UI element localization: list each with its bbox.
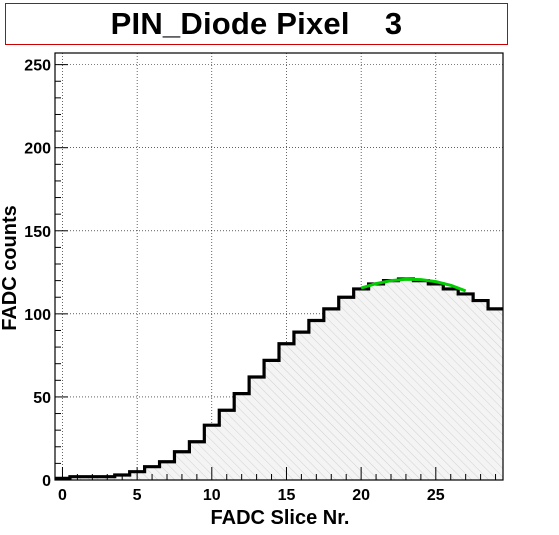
ticks-layer [55, 64, 497, 481]
x-tick-label: 5 [133, 487, 142, 504]
plot-frame [54, 52, 504, 481]
title-box: PIN_Diode Pixel 3 [5, 3, 508, 45]
y-tick-label: 50 [33, 390, 51, 407]
x-tick-label: 20 [352, 487, 370, 504]
y-tick-label: 200 [24, 141, 51, 158]
y-tick-label: 150 [24, 224, 51, 241]
frame-layer [54, 52, 504, 481]
histogram-fill-layer [55, 278, 503, 480]
x-axis-title: FADC Slice Nr. [211, 507, 350, 529]
y-axis-title: FADC counts [0, 205, 21, 331]
chart-title: PIN_Diode Pixel 3 [110, 6, 403, 41]
x-tick-label: 10 [203, 487, 221, 504]
grid-layer [55, 53, 503, 481]
x-tick-label: 0 [58, 487, 67, 504]
y-tick-label: 100 [24, 307, 51, 324]
y-tick-label: 250 [24, 58, 51, 75]
x-tick-label: 25 [427, 487, 445, 504]
histogram-hatch [55, 278, 503, 480]
histogram-outline-layer [55, 277, 503, 480]
y-tick-label: 0 [42, 473, 51, 490]
fit-curve [360, 277, 467, 293]
fit-layer [360, 277, 467, 293]
x-tick-label: 15 [278, 487, 296, 504]
histogram-outline [55, 277, 503, 480]
